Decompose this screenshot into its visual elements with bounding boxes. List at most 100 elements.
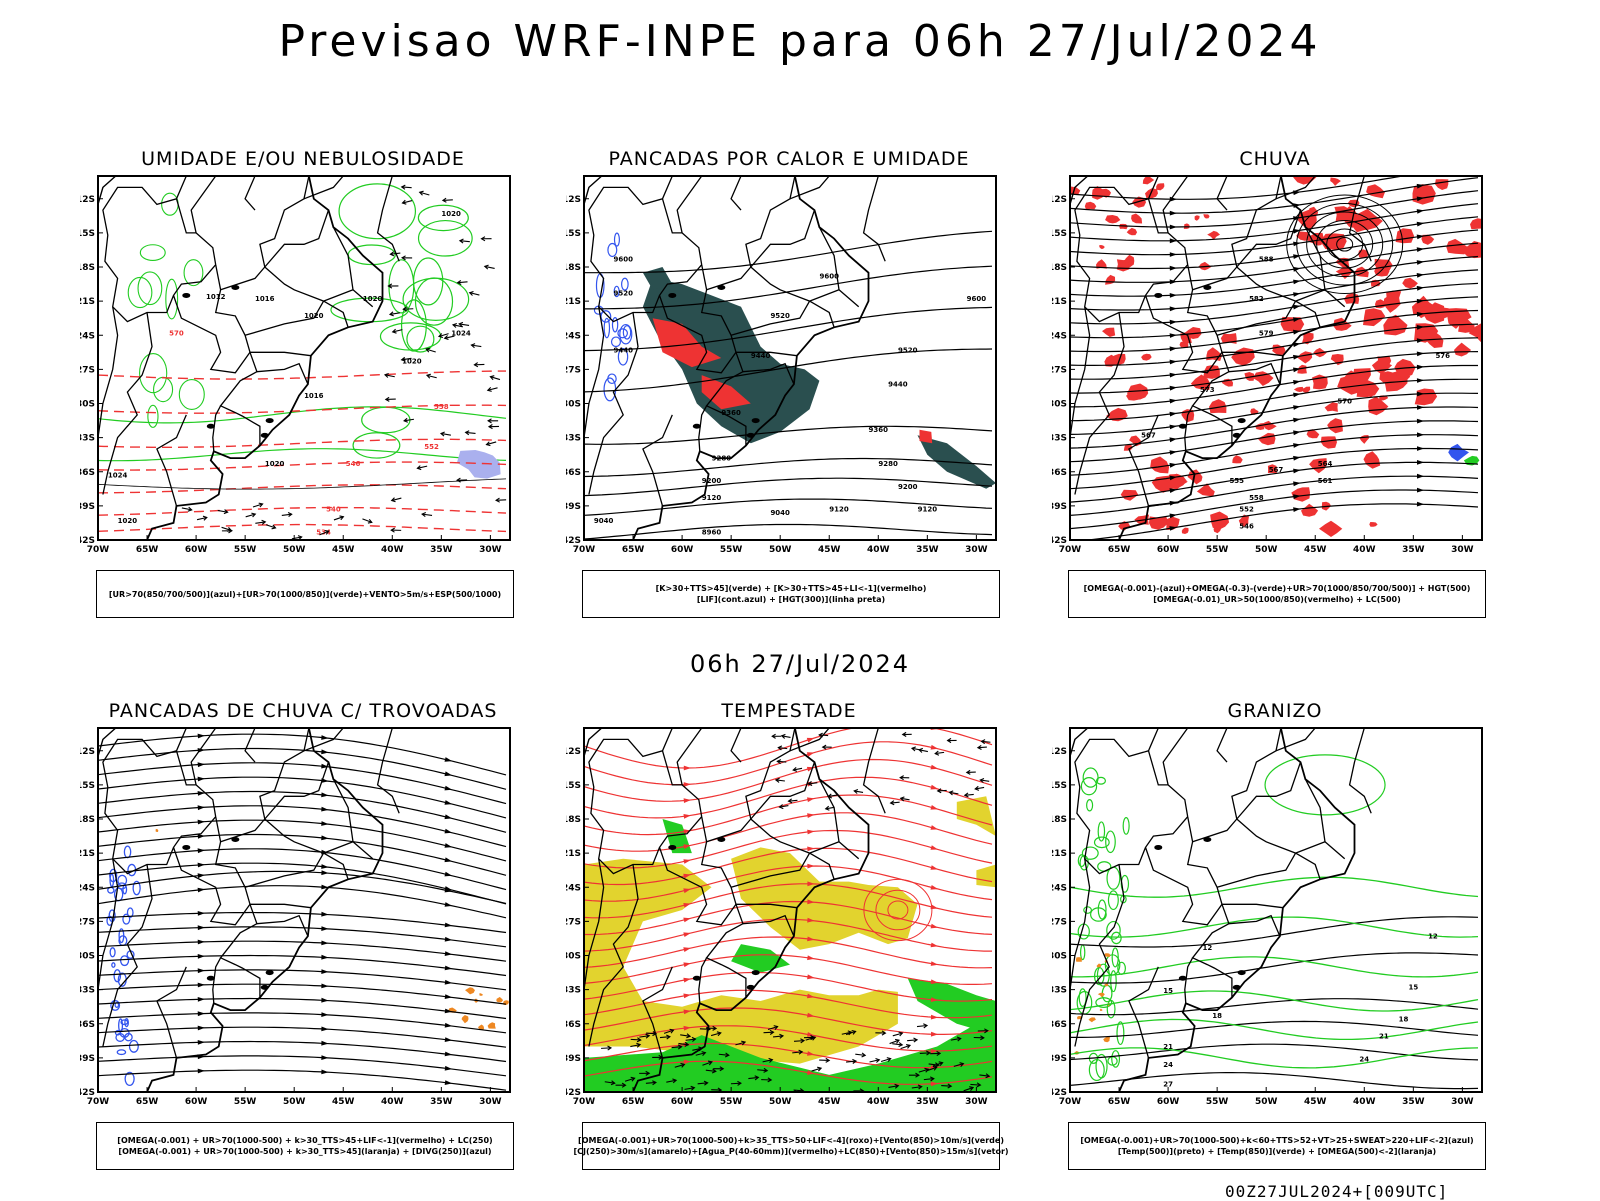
lon-label: 50W	[1255, 1097, 1278, 1107]
rain-area-red	[1182, 528, 1189, 534]
streamline-arrow	[321, 821, 328, 826]
streamline-arrow	[445, 857, 453, 862]
streamline-arrow	[1417, 247, 1425, 252]
streamline	[98, 806, 506, 847]
rain-area-red	[1232, 455, 1242, 463]
streamline-arrow	[198, 940, 205, 945]
streamline-arrow	[1417, 260, 1425, 265]
streamline-arrow	[198, 997, 205, 1002]
lake	[266, 418, 274, 423]
streamline-arrow	[445, 1066, 453, 1071]
border-line	[103, 313, 152, 495]
streamline-arrow	[445, 994, 453, 999]
streamline-arrow	[931, 845, 939, 850]
lake	[231, 285, 239, 290]
lon-label: 35W	[916, 1097, 939, 1107]
temp-label: 18	[1212, 1012, 1222, 1020]
lon-label: 45W	[332, 545, 355, 555]
streamline-arrow	[1417, 222, 1425, 227]
border-line	[810, 290, 859, 307]
temp850-contour	[1265, 755, 1385, 815]
streamline-arrow	[931, 745, 939, 750]
lon-label: 40W	[1353, 545, 1376, 555]
lat-label: 12S	[1052, 195, 1067, 205]
temp-label: 18	[1399, 1015, 1409, 1023]
omega-area-orange	[1098, 993, 1105, 997]
legend-line: [K>30+TTS>45](verde) + [K>30+TTS>45+LI<-…	[656, 583, 927, 594]
rain-area-red	[1321, 436, 1337, 448]
map-content	[98, 728, 509, 1092]
height-label: 9120	[829, 506, 849, 514]
lon-label: 70W	[87, 545, 110, 555]
lon-label: 65W	[622, 1097, 645, 1107]
streamline-arrow	[1293, 418, 1301, 423]
streamline-arrow	[1417, 419, 1424, 424]
streamline-arrow	[1170, 412, 1178, 417]
lon-label: 55W	[1206, 545, 1229, 555]
map-pancadas-calor: 9600960096009520952095209440944094409360…	[566, 174, 1066, 574]
isobar-label: 1016	[304, 392, 324, 400]
humidity-contour	[339, 184, 415, 239]
streamline-arrow	[198, 925, 205, 930]
streamline-arrow	[445, 937, 453, 942]
streamline-arrow	[321, 941, 328, 946]
streamline-arrow	[198, 1069, 205, 1074]
border-line	[584, 307, 604, 438]
temp850-contour	[1107, 867, 1120, 889]
border-line	[1185, 958, 1193, 1004]
streamline-arrow	[445, 1037, 453, 1042]
lake	[1154, 845, 1162, 850]
streamline-arrow	[321, 749, 328, 754]
height-contour	[584, 231, 992, 272]
lon-label: 70W	[1059, 1097, 1082, 1107]
map-content	[584, 726, 996, 1095]
lon-label: 55W	[1206, 1097, 1229, 1107]
temp850-contour	[1070, 957, 1478, 977]
streamline-arrow	[931, 1032, 938, 1037]
rain-area-red	[1301, 504, 1318, 517]
divergence-contour	[112, 963, 115, 967]
lake	[1233, 985, 1241, 990]
border-line	[103, 176, 216, 322]
divergence-contour	[118, 875, 127, 885]
border-line	[324, 842, 373, 859]
legend-line: [OMEGA(-0.001) + UR>70(1000-500) + k>30_…	[118, 1146, 491, 1157]
border-line	[1296, 842, 1345, 859]
humidity-contour	[179, 380, 204, 410]
height-label: 8960	[702, 528, 722, 536]
border-line	[1217, 176, 1296, 335]
height-label: 9360	[869, 426, 889, 434]
lat-label: 24S	[1052, 331, 1067, 341]
height-label: 9360	[721, 409, 741, 417]
rain-area-red	[1184, 223, 1190, 229]
streamline-arrow	[1293, 380, 1300, 385]
lat-label: 15S	[566, 781, 581, 791]
border-line	[1129, 967, 1158, 1058]
legend-umidade: [UR>70(850/700/500)](azul)+[UR>70(1000/8…	[96, 570, 514, 618]
border-line	[245, 176, 255, 210]
streamline-arrow	[445, 966, 453, 971]
height-label: 546	[1239, 523, 1254, 531]
thunderstorm-area-orange	[479, 993, 483, 996]
lat-label: 36S	[80, 468, 95, 478]
rain-area-red	[1206, 347, 1222, 361]
rain-area-red	[1396, 228, 1415, 243]
lake	[266, 970, 274, 975]
lake	[747, 433, 755, 438]
isobar-label: 1020	[441, 210, 461, 218]
border-line	[1193, 819, 1237, 842]
streamline-arrow	[1170, 293, 1177, 298]
streamline-arrow	[1293, 443, 1301, 448]
streamline-arrow	[198, 863, 205, 868]
streamline-arrow	[1170, 252, 1177, 257]
height-label: 9520	[770, 312, 790, 320]
border-line	[250, 352, 311, 355]
lon-label: 60W	[185, 1097, 208, 1107]
lon-label: 50W	[283, 1097, 306, 1107]
lake	[693, 976, 701, 981]
lon-label: 55W	[234, 1097, 257, 1107]
lake	[261, 433, 269, 438]
streamline-arrow	[198, 734, 205, 739]
streamline-arrow	[1293, 481, 1301, 486]
